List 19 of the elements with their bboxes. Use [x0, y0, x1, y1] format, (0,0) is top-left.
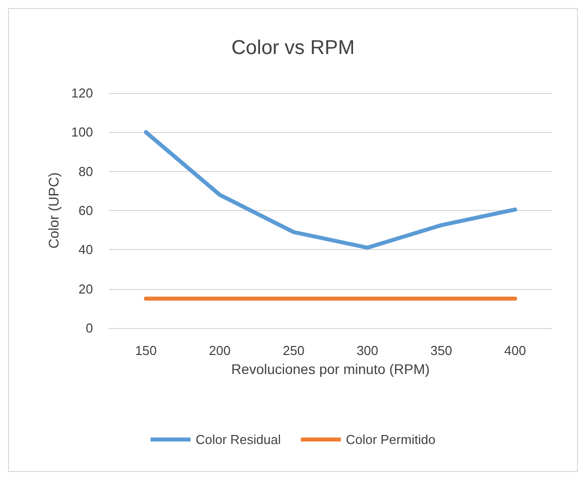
- line-series: [144, 130, 518, 250]
- chart-title: Color vs RPM: [231, 37, 355, 59]
- x-tick-label: 400: [504, 343, 526, 358]
- y-tick-label: 20: [78, 281, 93, 296]
- legend-label: Color Permitido: [346, 432, 436, 447]
- y-tick-label: 60: [78, 203, 93, 218]
- y-axis-title: Color (UPC): [45, 172, 62, 249]
- y-tick-label: 100: [71, 124, 93, 140]
- x-axis-title: Revoluciones por minuto (RPM): [231, 360, 430, 377]
- x-tick-label: 300: [356, 343, 378, 358]
- x-tick-label: 350: [430, 343, 452, 358]
- x-tick-label: 250: [282, 343, 304, 358]
- y-tick-label: 0: [86, 320, 93, 336]
- y-tick-label: 40: [78, 242, 93, 258]
- y-tick-label: 80: [78, 164, 93, 179]
- x-tick-label: 150: [135, 343, 157, 358]
- y-tick-label: 120: [71, 86, 93, 100]
- legend-label: Color Residual: [196, 432, 281, 447]
- x-tick-label: 200: [208, 343, 231, 358]
